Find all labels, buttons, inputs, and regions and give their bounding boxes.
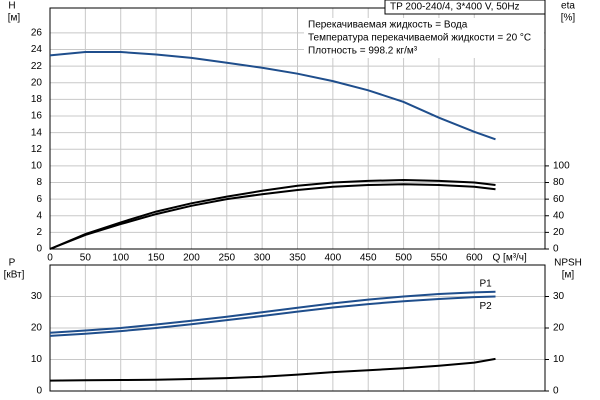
y-tick-label: 16 [31,111,43,122]
x-tick-label: 150 [148,253,165,264]
note: Перекачиваемая жидкость = Вода [308,20,468,31]
y-tick-label: 26 [31,28,43,39]
y-tick-label: 8 [36,177,42,188]
y-tick-label: 2 [36,227,42,238]
curve [49,183,496,250]
y-tick-label: 22 [31,61,43,72]
y2-tick-label: 20 [553,323,565,334]
y-axis-unit: [кВт] [4,270,25,281]
y-axis-label: H [8,1,15,12]
x-tick-label: 350 [289,253,306,264]
y-tick-label: 10 [31,161,43,172]
x-tick-label: 300 [254,253,271,264]
x-axis-label: Q [м³/ч] [492,253,527,264]
y2-tick-label: 10 [553,354,565,365]
y-axis-label: P [9,258,16,269]
x-tick-label: 200 [183,253,200,264]
y-tick-label: 30 [31,291,43,302]
x-tick-label: 600 [466,253,483,264]
y-tick-label: 0 [36,244,42,255]
curve [49,51,496,141]
x-tick-label: 100 [112,253,129,264]
x-tick-label: 50 [80,253,92,264]
y-tick-label: 6 [36,194,42,205]
y2-tick-label: 0 [553,386,559,397]
curve [49,357,496,382]
series-label: P2 [480,301,493,312]
y2-tick-label: 40 [553,210,565,221]
y2-axis-label: NPSH [554,258,582,269]
y2-tick-label: 0 [553,244,559,255]
y-tick-label: 14 [31,127,43,138]
x-tick-label: 450 [360,253,377,264]
y2-axis-unit: [%] [561,13,576,24]
note: Температура перекачиваемой жидкости = 20… [308,33,531,44]
model-box [384,0,546,15]
note: Плотность = 998.2 кг/м³ [308,46,418,57]
y-tick-label: 4 [36,210,42,221]
y2-tick-label: 60 [553,194,565,205]
model-label: TP 200-240/4, 3*400 V, 50Hz [390,2,520,13]
y-tick-label: 20 [31,323,43,334]
y-tick-label: 18 [31,94,43,105]
notes-bg [304,18,544,58]
curve [49,295,496,337]
plot-frame [49,264,546,392]
series-label: P1 [480,278,493,289]
x-tick-label: 500 [395,253,412,264]
y-axis-unit: [м] [8,13,21,24]
y2-tick-label: 80 [553,177,565,188]
y2-axis-unit: [м] [562,270,575,281]
curve [49,290,496,334]
x-tick-label: 0 [47,253,53,264]
plot-frame [49,7,546,250]
y-tick-label: 24 [31,44,43,55]
y-tick-label: 0 [36,386,42,397]
y2-axis-label: eta [561,1,575,12]
x-tick-label: 250 [218,253,235,264]
y-tick-label: 20 [31,77,43,88]
y-tick-label: 10 [31,354,43,365]
curve [49,178,496,250]
x-tick-label: 550 [431,253,448,264]
y2-tick-label: 100 [553,161,570,172]
y-tick-label: 12 [31,144,43,155]
y2-tick-label: 20 [553,227,565,238]
y2-tick-label: 30 [553,291,565,302]
x-tick-label: 400 [325,253,342,264]
